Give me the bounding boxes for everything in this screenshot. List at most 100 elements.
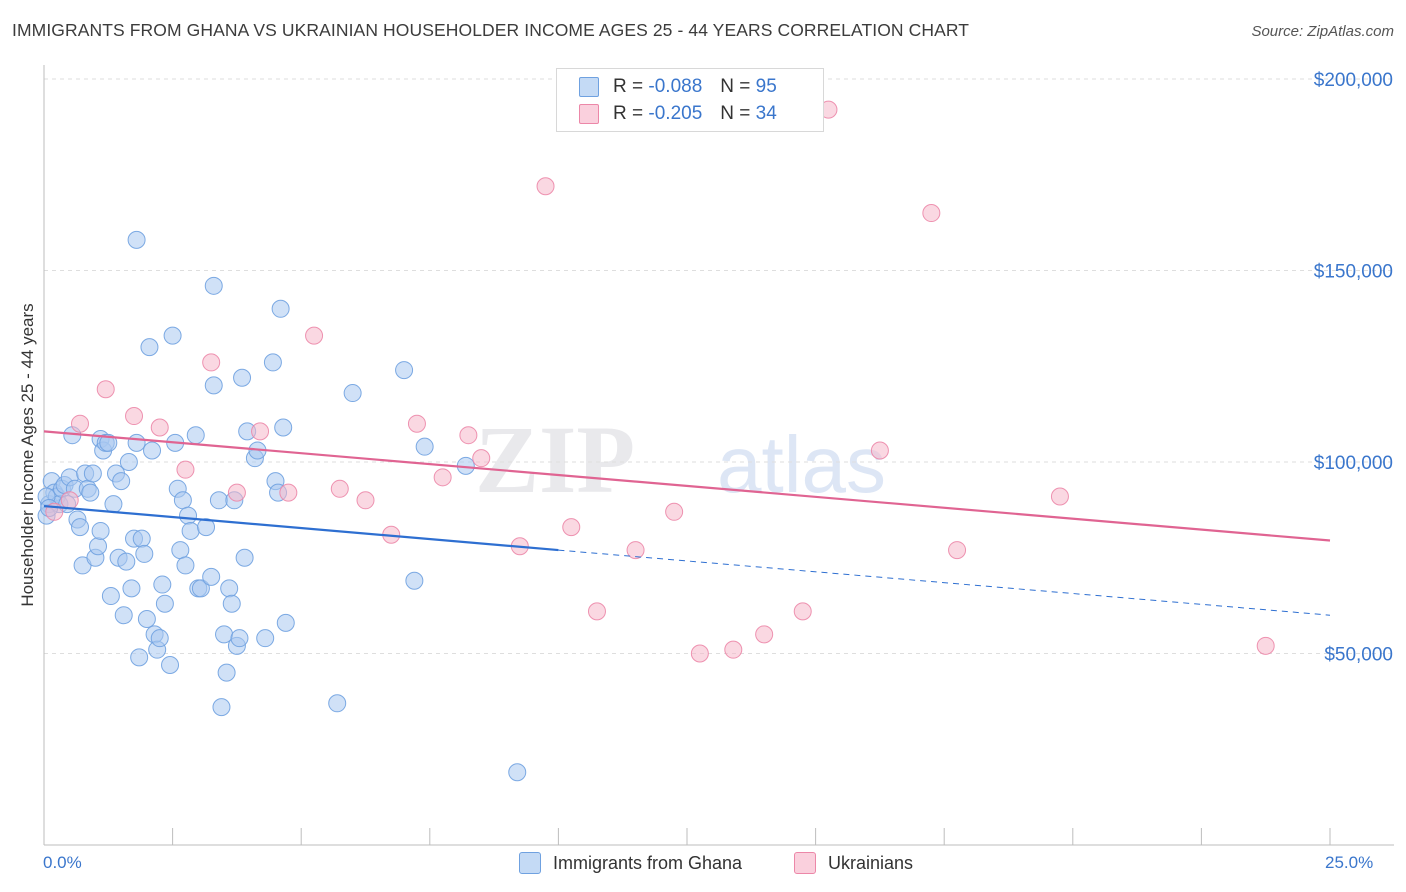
legend-row-ghana: R = -0.088 N = 95 — [579, 75, 777, 99]
bottom-legend-swatch-ukrainians — [794, 852, 816, 874]
ghana-point — [161, 655, 180, 674]
chart-title: IMMIGRANTS FROM GHANA VS UKRAINIAN HOUSE… — [12, 20, 970, 40]
ukrainian-point — [1050, 487, 1069, 506]
ukrainian-point — [150, 418, 169, 437]
ghana-point — [112, 472, 131, 491]
ghana-point — [230, 629, 249, 648]
ghana-point — [179, 506, 198, 525]
ukrainian-point — [356, 491, 375, 510]
ghana-point — [202, 567, 221, 586]
y-tick-labels: $50,000 $100,000 $150,000 $200,000 — [1314, 70, 1393, 666]
ghana-point — [71, 518, 90, 537]
ghana-point — [150, 629, 169, 648]
source-credit: Source: ZipAtlas.com — [1251, 23, 1394, 40]
ghana-point — [163, 326, 182, 345]
y-tick-label: $50,000 — [1324, 645, 1393, 666]
ghana-point — [89, 537, 108, 556]
watermark-zip: ZIP — [475, 406, 635, 513]
legend-swatch-ukrainians — [579, 104, 599, 124]
ghana-point — [276, 613, 295, 632]
ghana-point — [395, 361, 414, 380]
ukrainian-point — [279, 483, 298, 502]
correlation-legend: R = -0.088 N = 95 R = -0.205 N = 34 — [556, 68, 824, 132]
ghana-point — [256, 629, 275, 648]
ukrainian-point — [251, 422, 270, 441]
ghana-point — [127, 433, 146, 452]
ghana-point — [222, 594, 241, 613]
ghana-point — [217, 663, 236, 682]
legend-n-value-ghana: 95 — [755, 76, 777, 97]
gridlines — [44, 78, 1394, 654]
ukrainian-point — [472, 449, 491, 468]
legend-r-value-ukrainians: -0.205 — [648, 103, 703, 124]
ukrainian-point — [626, 541, 645, 560]
x-tick-label-min: 0.0% — [43, 853, 82, 872]
ghana-point — [117, 552, 136, 571]
ghana-point — [171, 541, 190, 560]
legend-r-value-ghana: -0.088 — [648, 76, 703, 97]
ghana-point — [181, 521, 200, 540]
y-tick-label: $200,000 — [1314, 70, 1393, 91]
ghana-point — [155, 594, 174, 613]
ghana-point — [235, 548, 254, 567]
watermark: ZIP atlas — [475, 406, 886, 513]
watermark-atlas: atlas — [717, 420, 886, 509]
bottom-legend-swatch-ghana — [519, 852, 541, 874]
ghana-point — [271, 299, 290, 318]
ghana-point — [191, 579, 210, 598]
ghana-point — [143, 441, 162, 460]
legend-n-label: N = — [720, 76, 751, 97]
ukrainian-point — [724, 640, 743, 659]
ghana-point — [415, 437, 434, 456]
ukrainian-point — [407, 414, 426, 433]
ghana-point — [328, 694, 347, 713]
bottom-legend-ukrainians: Ukrainians — [794, 852, 913, 874]
x-tick-label-max: 25.0% — [1325, 853, 1374, 872]
legend-r-label: R = — [613, 76, 644, 97]
ghana-trend-line — [43, 504, 559, 552]
ghana-point — [99, 433, 118, 452]
ghana-point — [204, 276, 223, 295]
ukrainian-point — [948, 541, 967, 560]
ghana-trend-extension — [558, 549, 1331, 616]
ghana-point — [212, 698, 231, 717]
bottom-legend-label-ukrainians: Ukrainians — [828, 852, 914, 873]
ukrainian-point — [755, 625, 774, 644]
ukrainian-point — [1256, 636, 1275, 655]
axes — [43, 65, 1394, 846]
ukrainian-point — [176, 460, 195, 479]
ghana-point — [153, 575, 172, 594]
legend-r-label: R = — [613, 103, 644, 124]
ukrainian-point — [922, 204, 941, 223]
ukrainian-point — [227, 483, 246, 502]
ghana-point — [204, 376, 223, 395]
ghana-point — [104, 495, 123, 514]
ukrainian-point — [330, 479, 349, 498]
ghana-point — [263, 353, 282, 372]
trend-lines — [43, 430, 1331, 616]
ukrainian-point — [536, 177, 555, 196]
ghana-point — [135, 544, 154, 563]
ghana-point — [114, 606, 133, 625]
ghana-point — [233, 368, 252, 387]
ghana-point — [343, 384, 362, 403]
ghana-point — [132, 529, 151, 548]
y-tick-label: $100,000 — [1314, 453, 1393, 474]
ghana-point — [140, 338, 159, 357]
ukrainian-point — [459, 426, 478, 445]
ukrainian-point — [665, 502, 684, 521]
y-tick-label: $150,000 — [1314, 262, 1393, 283]
ukrainian-point — [870, 441, 889, 460]
ukrainian-point — [305, 326, 324, 345]
ghana-point — [220, 579, 239, 598]
ghana-point — [274, 418, 293, 437]
ghana-point — [83, 464, 102, 483]
y-axis-label: Householder Income Ages 25 - 44 years — [18, 303, 37, 607]
ukrainian-point — [793, 602, 812, 621]
bottom-legend-label-ghana: Immigrants from Ghana — [553, 852, 743, 873]
ghana-point — [91, 521, 110, 540]
legend-n-value-ukrainians: 34 — [755, 103, 777, 124]
ghana-point — [173, 491, 192, 510]
ghana-point — [119, 453, 138, 471]
